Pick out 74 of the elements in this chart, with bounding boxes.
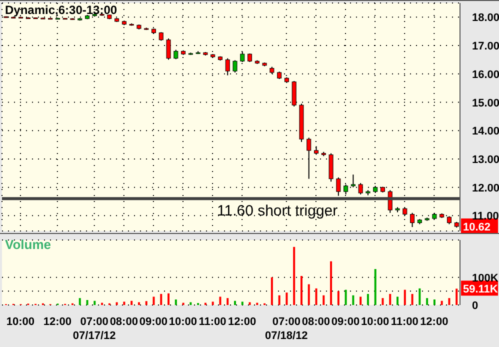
x-tick-label: 08:00 xyxy=(110,316,138,328)
candlestick xyxy=(225,58,230,76)
bar xyxy=(219,296,222,305)
bar xyxy=(360,296,362,305)
y-tick-label: 0 xyxy=(472,300,478,312)
x-tick-label: 10:00 xyxy=(6,316,35,328)
bar xyxy=(248,302,251,305)
bar xyxy=(352,295,354,305)
bar xyxy=(286,292,288,305)
x-tick-label: 10:00 xyxy=(360,316,390,328)
bar xyxy=(308,284,310,305)
chart-title: Volume xyxy=(5,237,51,252)
x-tick-label: 12:00 xyxy=(420,316,448,328)
bar xyxy=(130,300,133,305)
bar xyxy=(78,298,81,305)
bar xyxy=(160,294,162,305)
bar xyxy=(337,291,340,305)
candlestick xyxy=(174,49,178,60)
x-tick-label: 08:00 xyxy=(302,316,330,328)
text: 59.11K xyxy=(463,284,498,296)
bar xyxy=(94,300,96,305)
bar xyxy=(190,302,192,305)
bar xyxy=(278,295,280,305)
ref-line-label: 11.60 short trigger xyxy=(217,202,338,220)
bar xyxy=(433,299,436,305)
bar xyxy=(168,293,170,305)
bar xyxy=(270,277,273,305)
bar xyxy=(174,299,177,305)
bar xyxy=(212,302,214,305)
bar xyxy=(116,302,118,305)
text: 10.62 xyxy=(463,221,491,234)
y-tick-label: 17.00 xyxy=(472,40,499,53)
x-tick-label: 10:00 xyxy=(168,316,198,328)
bar xyxy=(145,301,148,305)
bar xyxy=(426,298,428,305)
bar xyxy=(411,294,414,305)
x-tick-label: 09:00 xyxy=(139,316,168,328)
bar xyxy=(322,295,325,305)
bar xyxy=(404,290,406,305)
bar xyxy=(366,294,369,305)
y-tick-label: 18.00 xyxy=(472,12,499,24)
y-tick-label: 15.00 xyxy=(472,97,499,110)
bar xyxy=(456,288,458,305)
bar xyxy=(293,246,296,305)
bar xyxy=(396,296,399,305)
bar xyxy=(382,298,384,305)
bar xyxy=(123,302,126,305)
chart-title: Dynamic,6:30-13:00 xyxy=(5,3,118,17)
bar xyxy=(374,269,376,305)
y-tick-label: 13.00 xyxy=(472,154,499,166)
x-tick-label: 12:00 xyxy=(228,316,256,328)
candlestick xyxy=(336,176,341,196)
bar xyxy=(389,294,392,305)
bar xyxy=(86,300,88,305)
x-tick-label: 11:00 xyxy=(390,316,418,328)
bar xyxy=(300,276,302,305)
bar xyxy=(315,288,318,305)
bar xyxy=(152,296,155,305)
bar xyxy=(234,300,236,305)
x-tick-label: 11:00 xyxy=(198,316,226,328)
bar xyxy=(418,288,421,305)
x-tick-label: 12:00 xyxy=(43,316,72,328)
bar xyxy=(226,298,229,305)
candlestick xyxy=(232,60,238,73)
y-tick-label: 14.00 xyxy=(472,126,499,138)
y-tick-label: 12.00 xyxy=(472,182,499,194)
bar xyxy=(330,261,332,305)
bar xyxy=(344,290,347,305)
y-tick-label: 16.00 xyxy=(472,68,499,81)
bar xyxy=(138,302,140,305)
bar xyxy=(448,298,450,305)
bar xyxy=(241,302,244,305)
bar xyxy=(440,300,443,305)
x-tick-label: 09:00 xyxy=(331,316,360,328)
